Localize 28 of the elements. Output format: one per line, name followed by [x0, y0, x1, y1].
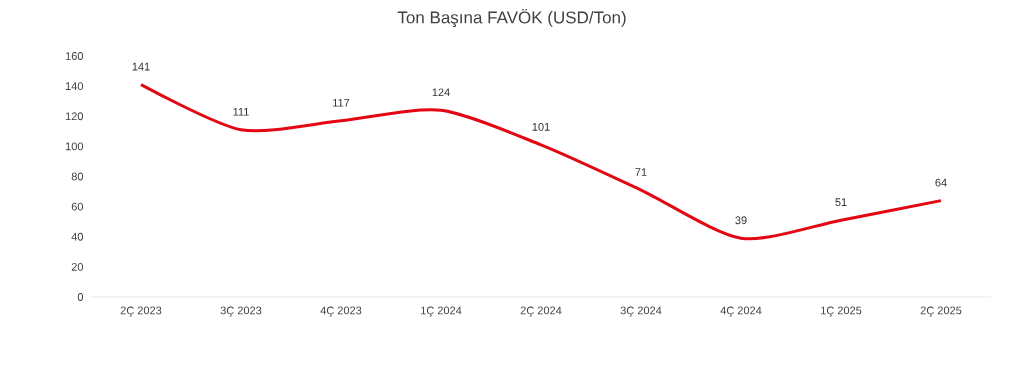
data-label: 39 — [735, 216, 747, 225]
x-tick-label: 2Ç 2025 — [920, 306, 962, 317]
y-tick-label: 20 — [71, 262, 84, 271]
x-tick-label: 2Ç 2024 — [520, 306, 562, 317]
data-label: 101 — [532, 122, 550, 131]
data-label: 124 — [432, 88, 450, 97]
x-tick-label: 3Ç 2023 — [220, 306, 262, 317]
x-tick-label: 4Ç 2024 — [720, 306, 762, 317]
y-tick-label: 140 — [65, 82, 84, 91]
data-label: 141 — [132, 62, 150, 71]
y-tick-label: 120 — [65, 112, 84, 121]
y-tick-label: 80 — [71, 172, 84, 181]
data-label: 51 — [835, 198, 847, 207]
chart-title: Ton Başına FAVÖK (USD/Ton) — [397, 9, 626, 27]
x-tick-label: 3Ç 2024 — [620, 306, 662, 317]
x-tick-label: 4Ç 2023 — [320, 306, 362, 317]
y-tick-label: 160 — [65, 52, 84, 60]
x-tick-label: 1Ç 2024 — [421, 306, 462, 317]
x-tick-label: 1Ç 2025 — [821, 306, 862, 317]
data-label: 64 — [935, 178, 947, 187]
y-tick-label: 40 — [71, 232, 84, 241]
y-tick-label: 100 — [65, 142, 84, 151]
data-label: 71 — [635, 168, 647, 176]
x-tick-label: 2Ç 2023 — [120, 306, 162, 317]
y-tick-label: 60 — [71, 202, 84, 211]
y-tick-label: 0 — [77, 293, 84, 301]
data-label: 111 — [233, 108, 249, 116]
data-label: 117 — [333, 98, 350, 107]
